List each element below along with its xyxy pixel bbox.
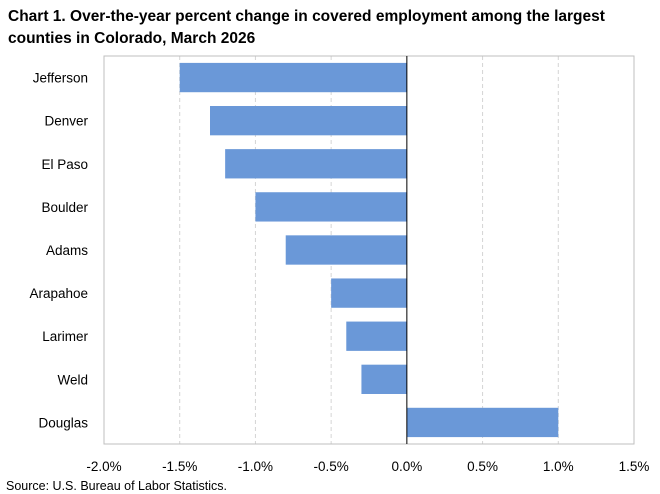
category-label-el-paso: El Paso <box>41 157 88 172</box>
x-tick-label-2: -1.0% <box>238 459 273 474</box>
bar-adams <box>285 235 407 265</box>
category-label-arapahoe: Arapahoe <box>29 286 88 301</box>
x-tick-label-6: 1.0% <box>543 459 574 474</box>
category-label-jefferson: Jefferson <box>33 71 88 86</box>
bar-denver <box>210 106 407 136</box>
category-label-boulder: Boulder <box>41 200 88 215</box>
bar-larimer <box>346 321 407 351</box>
bar-douglas <box>406 407 559 438</box>
plot-border <box>103 55 635 445</box>
bar-el-paso <box>225 149 407 179</box>
category-label-weld: Weld <box>57 372 88 387</box>
x-tick-label-0: -2.0% <box>86 459 121 474</box>
x-tick-label-4: 0.0% <box>391 459 422 474</box>
chart-title: Chart 1. Over-the-year percent change in… <box>8 8 605 47</box>
x-tick-label-3: -0.5% <box>314 459 349 474</box>
bar-jefferson <box>179 62 407 93</box>
source-note: Source: U.S. Bureau of Labor Statistics. <box>6 479 227 493</box>
bar-arapahoe <box>331 278 407 308</box>
category-label-denver: Denver <box>44 114 88 129</box>
category-label-douglas: Douglas <box>38 415 88 430</box>
x-tick-label-1: -1.5% <box>162 459 197 474</box>
x-tick-label-7: 1.5% <box>619 459 650 474</box>
bar-weld <box>361 364 407 394</box>
category-label-larimer: Larimer <box>42 329 88 344</box>
bar-boulder <box>255 192 407 222</box>
category-label-adams: Adams <box>46 243 88 258</box>
x-tick-label-5: 0.5% <box>467 459 498 474</box>
